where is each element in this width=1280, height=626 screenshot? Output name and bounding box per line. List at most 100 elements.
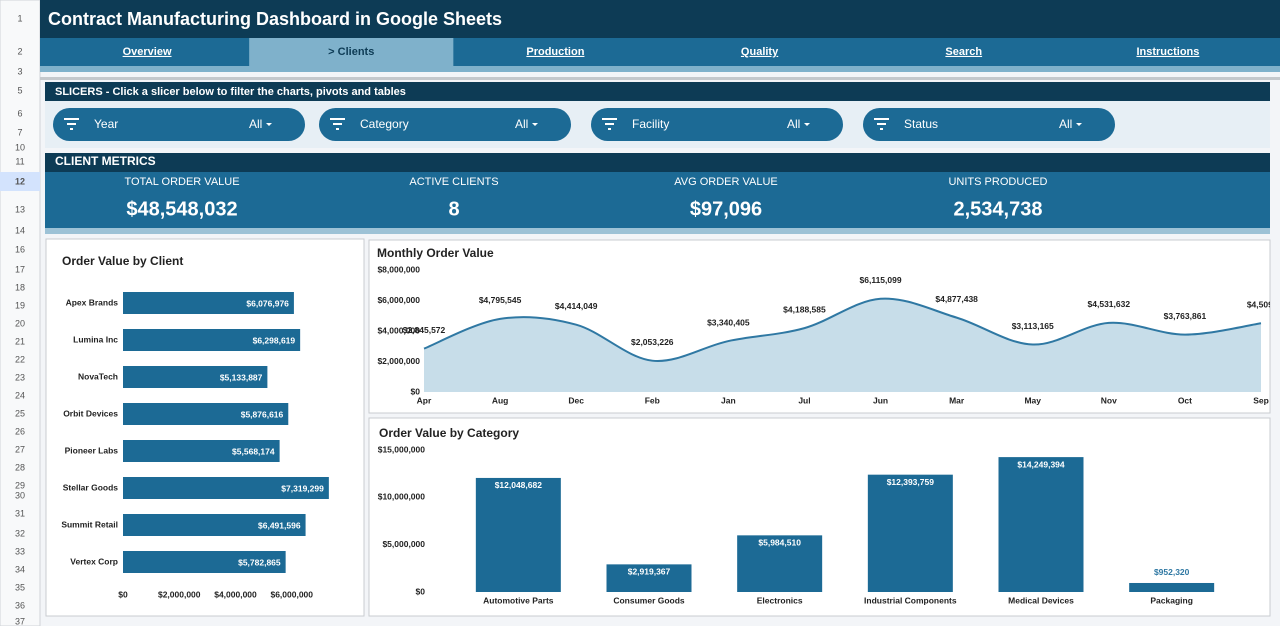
slicer[interactable]	[863, 108, 1115, 141]
x-tick-label: Automotive Parts	[483, 595, 554, 605]
tab[interactable]: Overview	[123, 46, 172, 58]
row-number: 19	[15, 300, 25, 310]
row-number: 27	[15, 444, 25, 454]
header-bar	[40, 0, 1280, 38]
bar	[123, 403, 289, 425]
row-number: 22	[15, 354, 25, 364]
row-number: 34	[15, 564, 25, 574]
slicer-label: Year	[94, 117, 118, 131]
data-label: $12,393,759	[887, 477, 935, 487]
category-label: Lumina Inc	[73, 334, 118, 344]
data-label: $4,414,049	[555, 301, 598, 311]
x-tick-label: Oct	[1178, 395, 1192, 405]
slicer[interactable]	[591, 108, 843, 141]
row-number: 2	[17, 46, 22, 56]
bar	[123, 551, 286, 573]
row-number: 28	[15, 462, 25, 472]
line	[423, 297, 1262, 362]
row-number: 29	[15, 480, 25, 490]
category-label: Stellar Goods	[63, 482, 119, 492]
x-tick-label: Industrial Components	[864, 595, 957, 605]
data-label: $4,509,	[1247, 299, 1275, 309]
row-number: 23	[15, 372, 25, 382]
x-tick-label: Aug	[492, 395, 509, 405]
data-label: $6,491,596	[258, 520, 301, 530]
metric-label: UNITS PRODUCED	[948, 176, 1047, 188]
metric-value: 2,534,738	[954, 198, 1043, 220]
row-number: 1	[17, 13, 22, 23]
tab[interactable]: Quality	[741, 46, 779, 58]
chart-title: Order Value by Client	[62, 254, 183, 268]
x-tick-label: May	[1024, 395, 1041, 405]
x-tick-label: $4,000,000	[214, 589, 257, 599]
x-tick-label: Sep	[1253, 395, 1269, 405]
y-tick-label: $6,000,000	[377, 295, 420, 305]
slicer-header	[45, 82, 1270, 101]
metric-label: AVG ORDER VALUE	[674, 176, 778, 188]
data-label: $4,795,545	[479, 295, 522, 305]
row-number: 13	[15, 204, 25, 214]
metrics-header	[45, 153, 1270, 172]
slicer-value: All	[787, 117, 800, 131]
category-label: Pioneer Labs	[65, 445, 119, 455]
slicer-label: Category	[360, 117, 409, 131]
data-label: $5,876,616	[241, 409, 284, 419]
data-label: $5,568,174	[232, 446, 275, 456]
x-tick-label: Feb	[645, 395, 660, 405]
bar	[123, 292, 294, 314]
data-label: $6,115,099	[860, 275, 902, 285]
bar	[123, 514, 306, 536]
data-label: $952,320	[1154, 567, 1190, 577]
x-tick-label: $2,000,000	[158, 589, 201, 599]
bar	[1129, 582, 1215, 592]
tab[interactable]: Instructions	[1136, 46, 1199, 58]
x-tick-label: Packaging	[1150, 595, 1193, 605]
slicer-label: Facility	[632, 117, 669, 131]
tab[interactable]: Search	[945, 46, 982, 58]
row-number: 10	[15, 142, 25, 152]
metrics-band	[45, 172, 1270, 228]
category-label: Orbit Devices	[63, 408, 118, 418]
data-label: $7,319,299	[281, 483, 324, 493]
row-number: 32	[15, 528, 25, 538]
x-tick-label: Consumer Goods	[613, 595, 685, 605]
data-label: $6,298,619	[253, 335, 296, 345]
category-label: Vertex Corp	[70, 556, 118, 566]
tab[interactable]: > Clients	[328, 46, 374, 58]
y-tick-label: $5,000,000	[382, 539, 425, 549]
y-tick-label: $10,000,000	[378, 492, 426, 502]
row-number: 11	[15, 156, 24, 166]
tab-strip	[40, 66, 1280, 72]
x-tick-label: Jan	[721, 395, 736, 405]
dropdown-caret	[266, 123, 272, 126]
slicer[interactable]	[319, 108, 571, 141]
row-number: 16	[15, 244, 25, 254]
slicer[interactable]	[53, 108, 305, 141]
slicer-label: Status	[904, 117, 938, 131]
row-number: 37	[15, 616, 25, 626]
tab-active	[249, 38, 454, 66]
chart-title: Order Value by Category	[379, 426, 519, 440]
row-number: 21	[15, 336, 25, 346]
data-label: $14,249,394	[1017, 459, 1065, 469]
metrics-title: CLIENT METRICS	[55, 154, 156, 168]
data-label: $5,133,887	[220, 372, 263, 382]
data-label: $4,877,438	[935, 294, 978, 304]
data-label: $3,113,165	[1012, 321, 1054, 331]
data-label: $3,340,405	[707, 317, 750, 327]
tab[interactable]: Production	[526, 46, 584, 58]
x-tick-label: Jun	[873, 395, 888, 405]
y-tick-label: $8,000,000	[377, 264, 420, 274]
data-label: $12,048,682	[495, 480, 543, 490]
tab-bar	[40, 38, 1280, 66]
dropdown-caret	[532, 123, 538, 126]
x-tick-label: Apr	[417, 395, 432, 405]
bar	[123, 440, 280, 462]
metric-value: $48,548,032	[126, 198, 237, 220]
x-tick-label: Electronics	[757, 595, 803, 605]
slicer-value: All	[249, 117, 262, 131]
y-tick-label: $0	[416, 586, 426, 596]
slicer-value: All	[1059, 117, 1072, 131]
row-number: 14	[15, 225, 25, 235]
